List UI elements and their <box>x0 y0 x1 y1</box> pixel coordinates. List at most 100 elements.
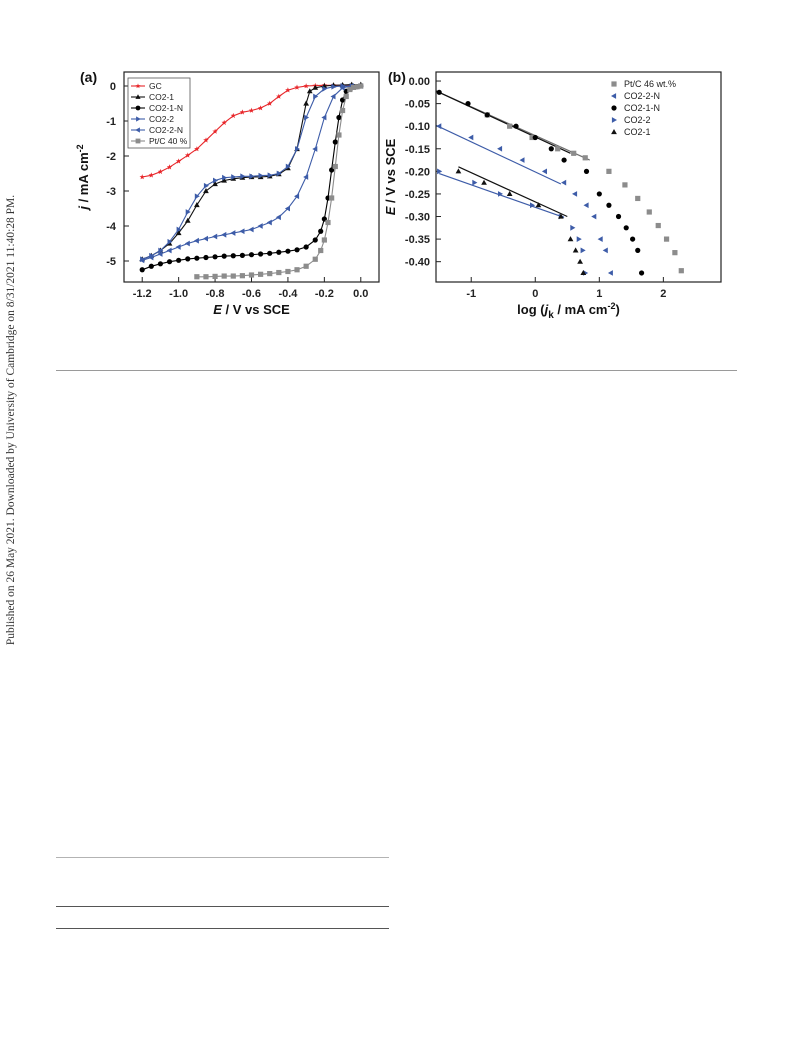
data-point <box>580 247 586 254</box>
legend-label: Pt/C 46 wt.% <box>624 79 676 89</box>
data-point <box>561 157 567 163</box>
data-point <box>222 174 228 181</box>
data-point <box>258 251 264 257</box>
data-point <box>175 158 182 164</box>
data-point <box>481 179 487 185</box>
y-tick-label: -0.35 <box>405 234 430 246</box>
data-point <box>455 168 462 174</box>
data-point <box>622 182 628 188</box>
data-point <box>212 254 218 260</box>
data-point <box>194 193 200 200</box>
data-point <box>284 205 290 212</box>
data-point <box>212 128 218 134</box>
y-tick-label: -3 <box>106 186 116 198</box>
data-point <box>285 87 291 93</box>
data-point <box>295 146 300 152</box>
data-point <box>185 209 191 215</box>
data-point <box>240 173 246 180</box>
x-tick-label: -1 <box>466 288 476 300</box>
data-point <box>541 168 547 175</box>
data-point <box>285 163 291 170</box>
data-point <box>336 114 342 121</box>
data-point <box>548 146 554 152</box>
data-point <box>506 190 513 196</box>
data-point <box>561 179 567 186</box>
tafel-fit-line <box>435 90 571 154</box>
data-point <box>583 168 590 174</box>
data-point <box>606 168 612 174</box>
data-point <box>343 93 349 100</box>
data-point <box>194 146 200 152</box>
x-axis-label: E / V vs SCE <box>213 302 290 317</box>
data-point <box>303 100 309 106</box>
data-point <box>678 268 684 274</box>
data-point <box>185 256 191 262</box>
data-point <box>313 93 319 100</box>
data-point <box>606 202 612 208</box>
data-point <box>339 107 346 114</box>
data-point <box>596 191 602 197</box>
legend-marker <box>611 93 617 99</box>
data-point <box>312 84 319 90</box>
data-point <box>176 257 182 263</box>
x-tick-label: -1.0 <box>169 288 188 300</box>
legend-marker <box>611 117 617 123</box>
data-point <box>332 139 338 145</box>
y-tick-label: -0.10 <box>405 121 430 133</box>
data-point <box>249 173 255 180</box>
data-point <box>184 240 190 247</box>
data-point <box>230 273 236 279</box>
y-tick-label: -2 <box>106 151 116 163</box>
data-point <box>194 255 200 261</box>
y-tick-label: -0.15 <box>405 144 430 156</box>
data-point <box>597 236 603 242</box>
data-point <box>285 268 291 275</box>
sidebar-publication-note: Published on 26 May 2021. Downloaded by … <box>2 195 20 645</box>
data-point <box>203 254 209 261</box>
tafel-fit-line <box>458 166 568 218</box>
data-point <box>318 228 324 234</box>
data-point <box>221 253 227 259</box>
data-point <box>303 244 309 250</box>
data-point <box>303 174 309 180</box>
plot-frame-b <box>435 71 722 283</box>
data-point <box>325 219 331 226</box>
data-point <box>267 250 273 256</box>
y-tick-label: 0.00 <box>409 76 430 88</box>
legend-label: CO2-1 <box>149 92 174 102</box>
y-tick-label: -1 <box>106 116 116 128</box>
data-point <box>354 84 360 90</box>
data-point <box>203 235 208 242</box>
data-point <box>347 86 353 93</box>
data-point <box>468 134 474 141</box>
data-point <box>577 258 583 264</box>
data-point <box>572 247 579 253</box>
x-tick-label: 2 <box>660 288 666 300</box>
y-tick-label: -0.40 <box>405 257 430 269</box>
data-point <box>230 112 236 119</box>
data-point <box>436 89 442 95</box>
data-point <box>582 155 588 161</box>
x-tick-label: -1.2 <box>133 288 152 300</box>
data-point <box>655 222 661 229</box>
legend-label: CO2-2 <box>624 115 651 125</box>
y-tick-label: 0 <box>110 81 116 93</box>
data-point <box>221 177 227 183</box>
data-point <box>239 273 245 279</box>
data-point <box>203 274 209 280</box>
data-point <box>248 226 254 233</box>
data-point <box>519 157 525 163</box>
data-point <box>571 150 577 156</box>
data-point <box>572 191 578 197</box>
data-point <box>331 83 337 90</box>
x-tick-label: 0 <box>532 288 538 300</box>
data-point <box>322 85 328 92</box>
legend-marker <box>135 83 141 89</box>
data-point <box>230 230 236 236</box>
legend-label: CO2-2 <box>149 114 174 124</box>
data-point <box>570 224 576 231</box>
data-point <box>635 195 641 202</box>
data-point <box>239 252 245 258</box>
x-tick-label: -0.6 <box>242 288 261 300</box>
tafel-fit-line <box>439 173 565 218</box>
